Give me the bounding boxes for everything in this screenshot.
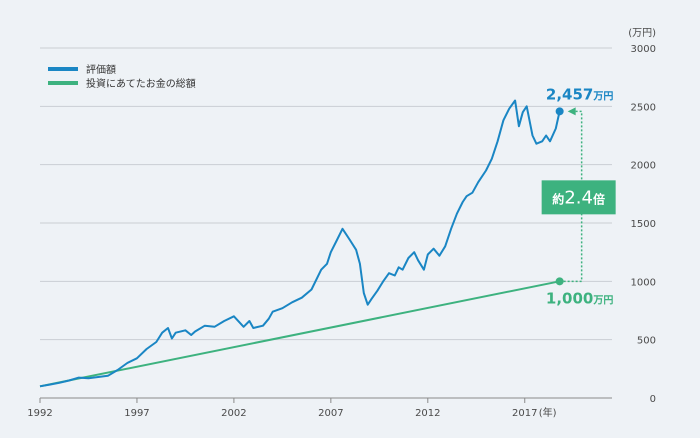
y-axis-ticks: 0 500 1000 1500 2000 2500 3000 — [631, 44, 656, 405]
legend-label-invested: 投資にあてたお金の総額 — [86, 77, 196, 90]
invested-value-label: 1,000万円 — [546, 289, 613, 307]
invested-value-number: 1,000 — [546, 289, 593, 307]
x-axis-ticks: 1992 1997 2002 2007 2012 2017 — [27, 398, 537, 419]
x-tick-label: 2007 — [318, 408, 343, 419]
invested-marker — [555, 277, 564, 286]
y-tick-label: 2000 — [631, 161, 656, 172]
legend: 評価額 投資にあてたお金の総額 — [48, 63, 196, 90]
x-tick-label: 1997 — [124, 408, 149, 419]
end-value-unit: 万円 — [592, 90, 613, 102]
end-value-label: 2,457万円 — [546, 85, 613, 103]
ratio-prefix: 約 — [552, 191, 564, 206]
ratio-badge-background — [541, 180, 616, 215]
y-tick-label: 2500 — [631, 102, 656, 113]
y-tick-label: 500 — [637, 336, 656, 347]
legend-swatch-invested — [48, 81, 78, 85]
legend-label-valuation: 評価額 — [86, 63, 116, 76]
x-axis-unit: (年) — [539, 406, 557, 419]
grid-lines — [40, 47, 612, 399]
arrow-icon — [567, 107, 576, 116]
ratio-suffix: 倍 — [593, 191, 605, 206]
end-value-marker — [555, 107, 564, 116]
y-tick-label: 1000 — [631, 277, 656, 288]
y-tick-label: 3000 — [631, 44, 656, 55]
y-tick-label: 1500 — [631, 219, 656, 230]
legend-swatch-valuation — [48, 67, 78, 71]
x-tick-label: 2002 — [221, 408, 246, 419]
x-tick-label: 1992 — [27, 408, 52, 419]
x-tick-label: 2017 — [512, 408, 537, 419]
x-tick-label: 2012 — [415, 408, 440, 419]
y-axis-unit: (万円) — [628, 28, 656, 39]
end-value-number: 2,457 — [546, 85, 593, 103]
y-tick-label: 0 — [650, 394, 656, 405]
series-line-invested — [39, 280, 560, 388]
series-line-valuation — [39, 99, 561, 388]
ratio-value: 2.4 — [564, 187, 593, 208]
ratio-badge-label: 約2.4倍 — [552, 187, 605, 208]
invested-value-unit: 万円 — [592, 294, 613, 306]
ratio-badge: 約2.4倍 — [541, 180, 616, 215]
